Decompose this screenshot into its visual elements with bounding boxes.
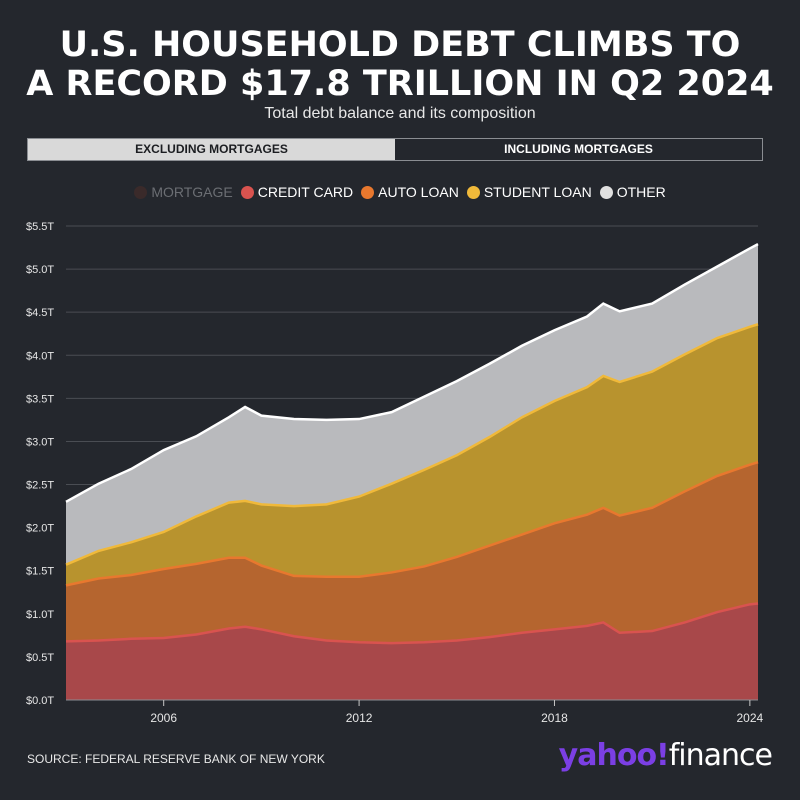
legend-item-credit-card[interactable]: CREDIT CARD bbox=[240, 184, 354, 200]
y-tick-label: $4.5T bbox=[26, 307, 54, 319]
chart-title: U.S. HOUSEHOLD DEBT CLIMBS TO A RECORD $… bbox=[0, 26, 800, 104]
y-tick-label: $1.5T bbox=[26, 566, 54, 578]
legend-item-student-loan[interactable]: STUDENT LOAN bbox=[466, 184, 592, 200]
tab-including-mortgages[interactable]: INCLUDING MORTGAGES bbox=[504, 142, 653, 156]
logo-yahoo: yahoo! bbox=[558, 738, 670, 773]
legend-label-credit-card: CREDIT CARD bbox=[257, 184, 354, 200]
legend-dot-other bbox=[599, 185, 613, 199]
y-tick-label: $4.0T bbox=[26, 350, 54, 362]
area-auto-loan bbox=[66, 462, 758, 644]
legend-label-auto-loan: AUTO LOAN bbox=[378, 184, 459, 200]
x-tick-label: 2018 bbox=[541, 711, 568, 725]
y-tick-label: $2.0T bbox=[26, 523, 54, 535]
x-tick-label: 2012 bbox=[346, 711, 373, 725]
area-credit-card bbox=[66, 603, 758, 700]
mortgage-toggle[interactable]: EXCLUDING MORTGAGES INCLUDING MORTGAGES bbox=[27, 138, 763, 161]
legend-label-mortgage: MORTGAGE bbox=[151, 184, 233, 200]
y-tick-label: $0.0T bbox=[26, 695, 54, 707]
chart-subtitle: Total debt balance and its composition bbox=[264, 105, 536, 122]
source-note: SOURCE: FEDERAL RESERVE BANK OF NEW YORK bbox=[27, 752, 325, 766]
y-tick-label: $2.5T bbox=[26, 480, 54, 492]
legend-item-auto-loan[interactable]: AUTO LOAN bbox=[361, 184, 459, 200]
logo-finance: finance bbox=[668, 738, 773, 773]
legend-item-other[interactable]: OTHER bbox=[599, 184, 666, 200]
legend-dot-mortgage bbox=[134, 185, 148, 199]
series-line-auto-loan bbox=[65, 460, 759, 587]
legend-dot-student-loan bbox=[466, 185, 480, 199]
legend: MORTGAGE CREDIT CARD AUTO LOAN STUDENT L… bbox=[0, 184, 800, 200]
legend-label-student-loan: STUDENT LOAN bbox=[483, 184, 592, 200]
legend-dot-credit-card bbox=[240, 185, 254, 199]
series-line-credit-card bbox=[65, 602, 759, 645]
series-line-other bbox=[65, 242, 759, 503]
y-tick-label: $5.0T bbox=[26, 264, 54, 276]
title-line-1: U.S. HOUSEHOLD DEBT CLIMBS TO bbox=[59, 25, 741, 65]
yahoo-finance-logo: yahoo!finance bbox=[558, 738, 773, 773]
y-tick-label: $1.0T bbox=[26, 609, 54, 621]
y-tick-label: $0.5T bbox=[26, 652, 54, 664]
x-tick-label: 2006 bbox=[150, 711, 177, 725]
series-line-student-loan bbox=[65, 323, 759, 566]
x-tick-label: 2024 bbox=[737, 711, 764, 725]
area-other bbox=[66, 244, 758, 565]
legend-item-mortgage[interactable]: MORTGAGE bbox=[134, 184, 233, 200]
legend-label-other: OTHER bbox=[616, 184, 666, 200]
legend-dot-auto-loan bbox=[361, 185, 375, 199]
y-tick-label: $3.0T bbox=[26, 436, 54, 448]
tab-excluding-mortgages[interactable]: EXCLUDING MORTGAGES bbox=[28, 139, 395, 160]
title-line-2: A RECORD $17.8 TRILLION IN Q2 2024 bbox=[26, 64, 774, 104]
y-tick-label: $3.5T bbox=[26, 393, 54, 405]
y-tick-label: $5.5T bbox=[26, 221, 54, 233]
area-student-loan bbox=[66, 324, 758, 586]
